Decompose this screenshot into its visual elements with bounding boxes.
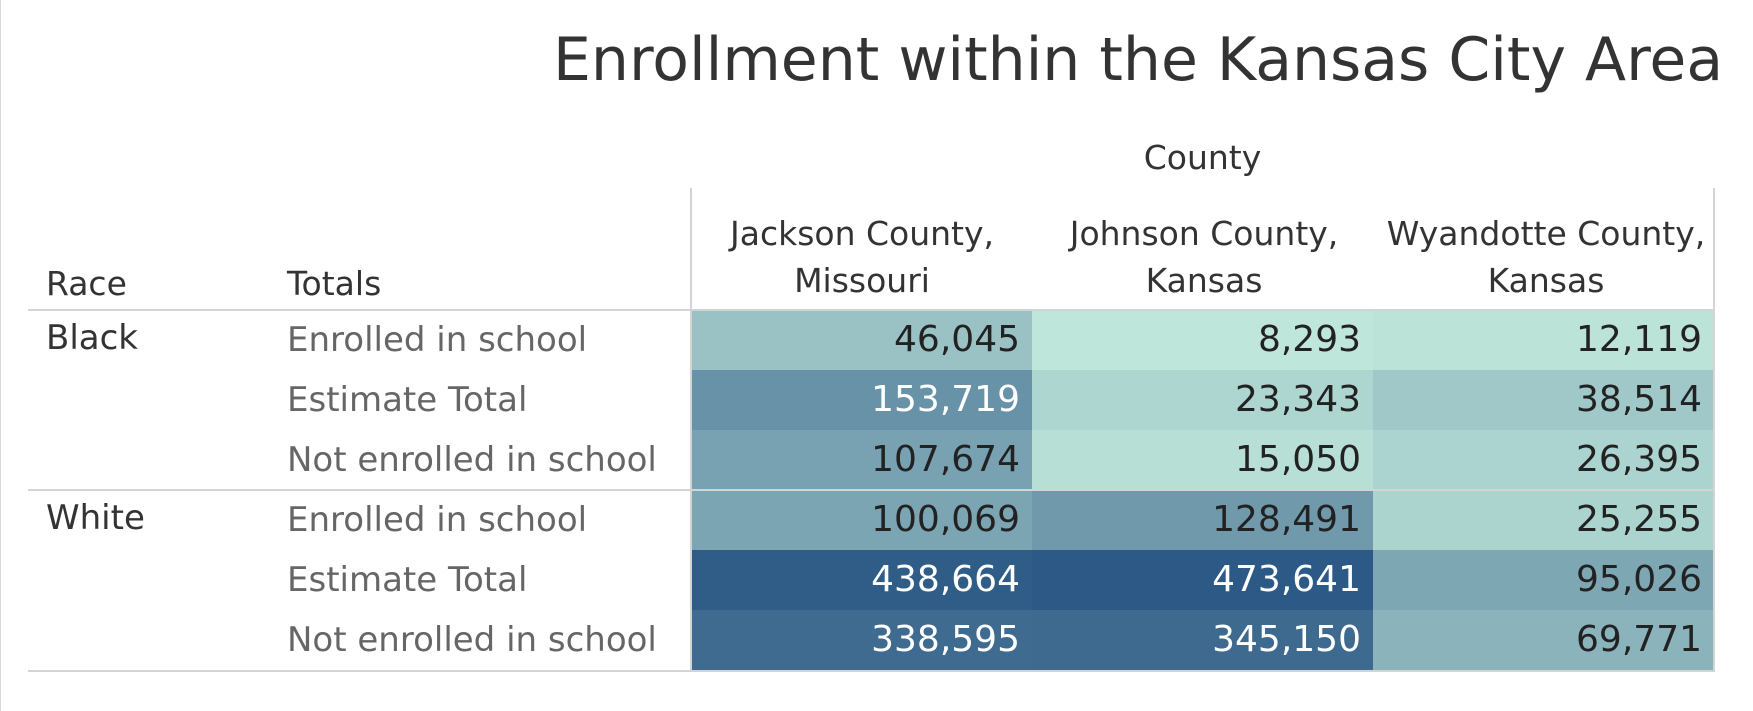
column-header-wyandotte: Wyandotte County, Kansas <box>1375 210 1717 304</box>
data-cell: 38,514 <box>1373 370 1714 430</box>
measure-label: Not enrolled in school <box>287 620 657 660</box>
data-cell: 26,395 <box>1373 430 1714 490</box>
data-cell: 338,595 <box>691 610 1032 670</box>
column-header-johnson-line-2: Kansas <box>1145 261 1263 300</box>
data-cell: 473,641 <box>1032 550 1373 610</box>
column-header-wyandotte-line-2: Kansas <box>1487 261 1605 300</box>
county-column-header: County <box>1143 138 1262 177</box>
data-cell: 95,026 <box>1373 550 1714 610</box>
group-divider <box>28 489 1715 491</box>
chart-title: Enrollment within the Kansas City Area <box>553 25 1724 95</box>
table-divider-vertical-left <box>690 188 692 672</box>
data-cell: 12,119 <box>1373 310 1714 370</box>
column-header-wyandotte-line-1: Wyandotte County, <box>1386 214 1706 253</box>
column-header-johnson: Johnson County, Kansas <box>1033 210 1375 304</box>
data-cell: 100,069 <box>691 490 1032 550</box>
column-header-jackson-line-1: Jackson County, <box>729 214 995 253</box>
race-label-black: Black <box>46 318 138 358</box>
left-border <box>0 0 1 711</box>
measure-label: Estimate Total <box>287 560 528 600</box>
race-label-white: White <box>46 498 145 538</box>
data-cell: 128,491 <box>1032 490 1373 550</box>
data-cell: 107,674 <box>691 430 1032 490</box>
measure-label: Not enrolled in school <box>287 440 657 480</box>
measure-label: Estimate Total <box>287 380 528 420</box>
row-header-race: Race <box>46 264 127 303</box>
data-cell: 345,150 <box>1032 610 1373 670</box>
row-header-totals: Totals <box>287 264 382 303</box>
table-divider-vertical-right <box>1713 188 1715 672</box>
header-divider <box>28 309 1715 311</box>
measure-label: Enrolled in school <box>287 500 588 540</box>
data-cell: 25,255 <box>1373 490 1714 550</box>
data-cell: 8,293 <box>1032 310 1373 370</box>
column-header-jackson: Jackson County, Missouri <box>691 210 1033 304</box>
data-cell: 153,719 <box>691 370 1032 430</box>
data-cell: 15,050 <box>1032 430 1373 490</box>
table-bottom-border <box>28 670 1715 672</box>
data-cell: 23,343 <box>1032 370 1373 430</box>
measure-label: Enrolled in school <box>287 320 588 360</box>
data-cell: 69,771 <box>1373 610 1714 670</box>
column-header-jackson-line-2: Missouri <box>794 261 930 300</box>
data-cell: 438,664 <box>691 550 1032 610</box>
data-cell: 46,045 <box>691 310 1032 370</box>
column-header-johnson-line-1: Johnson County, <box>1069 214 1339 253</box>
